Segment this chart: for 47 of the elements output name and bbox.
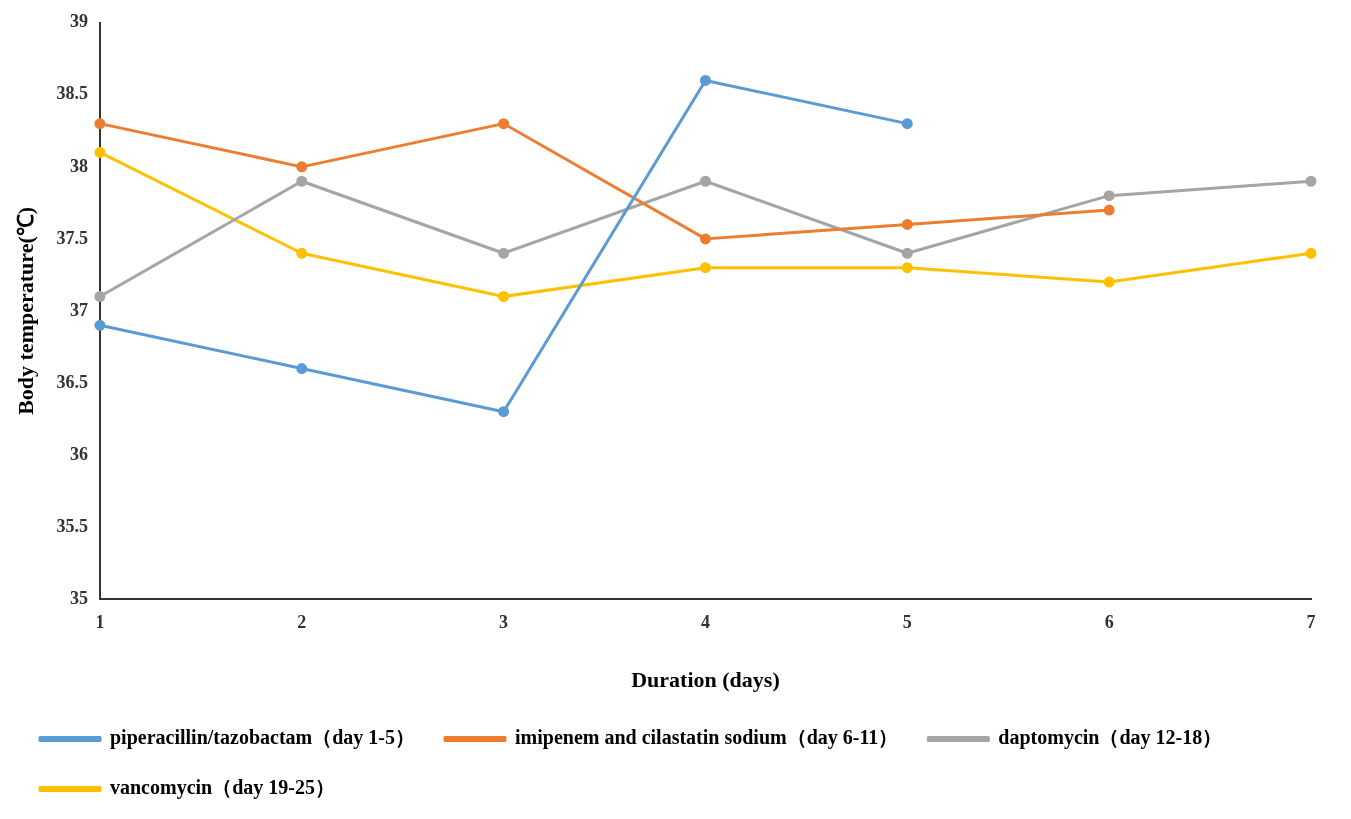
x-tick-label: 6 (1104, 612, 1114, 633)
x-tick-label: 1 (95, 612, 105, 633)
x-tick-label: 4 (700, 612, 710, 633)
point (498, 247, 510, 259)
y-tick-label: 37.5 (56, 227, 88, 248)
point (94, 319, 106, 331)
point (94, 291, 106, 302)
point (1103, 190, 1115, 202)
point (901, 262, 913, 274)
point (1103, 276, 1115, 288)
point (699, 175, 711, 187)
point (94, 118, 106, 130)
y-tick-label: 35 (69, 587, 88, 608)
legend-label: imipenem and cilastatin sodium（day 6-11） (514, 726, 899, 750)
y-tick-label: 38 (69, 155, 88, 176)
point (699, 233, 711, 245)
x-tick-label: 5 (902, 612, 912, 633)
legend-label: piperacillin/tazobactam（day 1-5） (110, 726, 415, 750)
y-tick-label: 36.5 (56, 371, 88, 392)
y-tick-label: 35.5 (56, 515, 88, 536)
legend-label: daptomycin（day 12-18） (998, 726, 1223, 750)
point (699, 262, 711, 274)
y-tick-label: 36 (69, 443, 88, 464)
point (901, 218, 913, 230)
point (498, 291, 510, 302)
point (296, 175, 308, 187)
point (94, 146, 106, 158)
y-tick-label: 37 (69, 299, 88, 320)
point (699, 74, 711, 86)
point (498, 406, 510, 418)
point (901, 247, 913, 259)
point (1305, 175, 1317, 187)
point (296, 161, 308, 173)
x-tick-label: 7 (1306, 612, 1316, 633)
legend-label: vancomycin（day 19-25） (110, 776, 335, 800)
x-axis-title: Duration (days) (631, 667, 780, 693)
point (498, 118, 510, 130)
point (1103, 204, 1115, 216)
x-tick-label: 2 (297, 612, 307, 633)
point (296, 247, 308, 259)
y-tick-label: 39 (69, 11, 88, 32)
point (901, 118, 913, 130)
point (296, 363, 308, 375)
point (1305, 247, 1317, 259)
y-tick-label: 38.5 (56, 83, 88, 104)
y-axis-title: Body temperature(℃) (12, 206, 38, 415)
x-tick-label: 3 (499, 612, 509, 633)
